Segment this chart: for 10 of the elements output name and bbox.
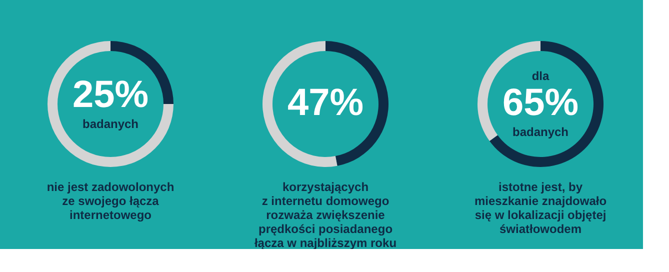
data-label: 47% (287, 82, 364, 124)
data-label: 65% (502, 82, 579, 124)
donut-slice (48, 41, 174, 167)
text: nie jest zadowolonych ze swojego łącza internetowego (46, 180, 174, 222)
text: badanych (512, 125, 569, 139)
text: badanych (82, 117, 139, 131)
text: dla (532, 69, 550, 83)
text: istotne jest, by mieszkanie znajdowało się w lokalizacji objętej światłowodem (474, 180, 607, 236)
data-label: 25% (72, 74, 149, 116)
donut-slice (490, 41, 604, 167)
